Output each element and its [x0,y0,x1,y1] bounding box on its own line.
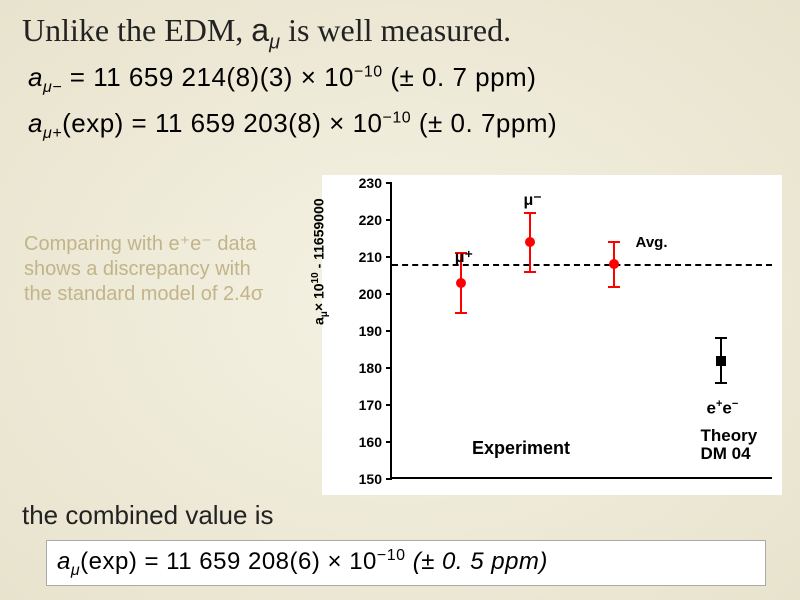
avg-dashed-line [392,264,772,266]
title-symbol: a [251,12,269,48]
eq2-explabel: (exp) [62,108,124,138]
eq3-exp: −10 [377,547,406,564]
page-title: Unlike the EDM, aμ is well measured. [22,12,778,54]
ytick-label: 230 [342,175,382,191]
ytick-label: 150 [342,471,382,487]
chart-ylabel: aμ× 1010 - 11659000 [310,198,330,325]
ytick [386,293,392,295]
eq1-exp: −10 [354,64,383,81]
equation-combined: aμ(exp) = 11 659 208(6) × 10−10 (± 0. 5 … [57,547,548,580]
ytick-label: 200 [342,286,382,302]
eq3-eq: = [137,548,166,575]
ytick [386,256,392,258]
error-cap [608,241,620,243]
eq1-sub: μ− [43,80,62,97]
ytick-label: 190 [342,323,382,339]
title-sub: μ [269,31,280,53]
eq1-a: a [28,62,43,92]
slide: Unlike the EDM, aμ is well measured. aμ−… [0,0,800,600]
eq2-a: a [28,108,43,138]
point-label-avg: Avg. [636,234,668,251]
data-point-avg [609,259,619,269]
data-point-mu_minus [525,237,535,247]
eq2-times: × 10 [321,108,382,138]
eq1-times: × 10 [293,62,354,92]
equation-mu-plus: aμ+(exp) = 11 659 203(8) × 10−10 (± 0. 7… [28,108,778,143]
ytick [386,367,392,369]
ee-label: e+e− [707,398,739,419]
ytick [386,219,392,221]
title-post: is well measured. [280,12,511,48]
eq2-unc: (± 0. 7ppm) [411,108,557,138]
ytick [386,330,392,332]
combined-equation-box: aμ(exp) = 11 659 208(6) × 10−10 (± 0. 5 … [46,540,766,586]
eq3-sub: μ [71,561,80,578]
ytick-label: 220 [342,212,382,228]
eq2-exp: −10 [383,109,412,126]
error-cap [715,382,727,384]
comparison-note: Comparing with e⁺e⁻ data shows a discrep… [24,232,284,307]
point-label-mu_plus: μ⁺ [455,247,473,267]
chart-plot-area: μ⁺ μ⁻ Avg. Experiment e+e− TheoryDM 04 [390,183,772,479]
point-label-mu_minus: μ⁻ [524,190,542,210]
eq3-unc: (± 0. 5 ppm) [406,548,548,575]
eq3-explabel: (exp) [80,548,137,575]
eq1-eq: = [62,62,93,92]
eq3-a: a [57,548,71,575]
ytick-label: 170 [342,397,382,413]
ytick [386,182,392,184]
ytick-label: 160 [342,434,382,450]
experiment-label: Experiment [472,438,570,459]
eq3-mant: 11 659 208(6) [166,548,320,575]
eq2-sub: μ+ [43,125,62,142]
theory-label: TheoryDM 04 [701,427,758,463]
equation-mu-minus: aμ− = 11 659 214(8)(3) × 10−10 (± 0. 7 p… [28,62,778,97]
ytick [386,478,392,480]
title-pre: Unlike the EDM, [22,12,251,48]
ytick-label: 180 [342,360,382,376]
combined-label: the combined value is [22,500,273,531]
ytick [386,441,392,443]
data-point-mu_plus [456,278,466,288]
eq1-unc: (± 0. 7 ppm) [383,62,537,92]
error-cap [608,286,620,288]
eq1-mant: 11 659 214(8)(3) [93,62,293,92]
eq2-mant: 11 659 203(8) [155,108,321,138]
eq3-times: × 10 [320,548,377,575]
eq2-eq: = [124,108,155,138]
ytick-label: 210 [342,249,382,265]
error-cap [455,312,467,314]
amu-chart: aμ× 1010 - 11659000 μ⁺μ⁻Avg.Experimente+… [322,175,782,495]
data-point-theory [716,356,726,366]
error-cap [524,271,536,273]
ytick [386,404,392,406]
error-cap [715,337,727,339]
error-cap [524,212,536,214]
